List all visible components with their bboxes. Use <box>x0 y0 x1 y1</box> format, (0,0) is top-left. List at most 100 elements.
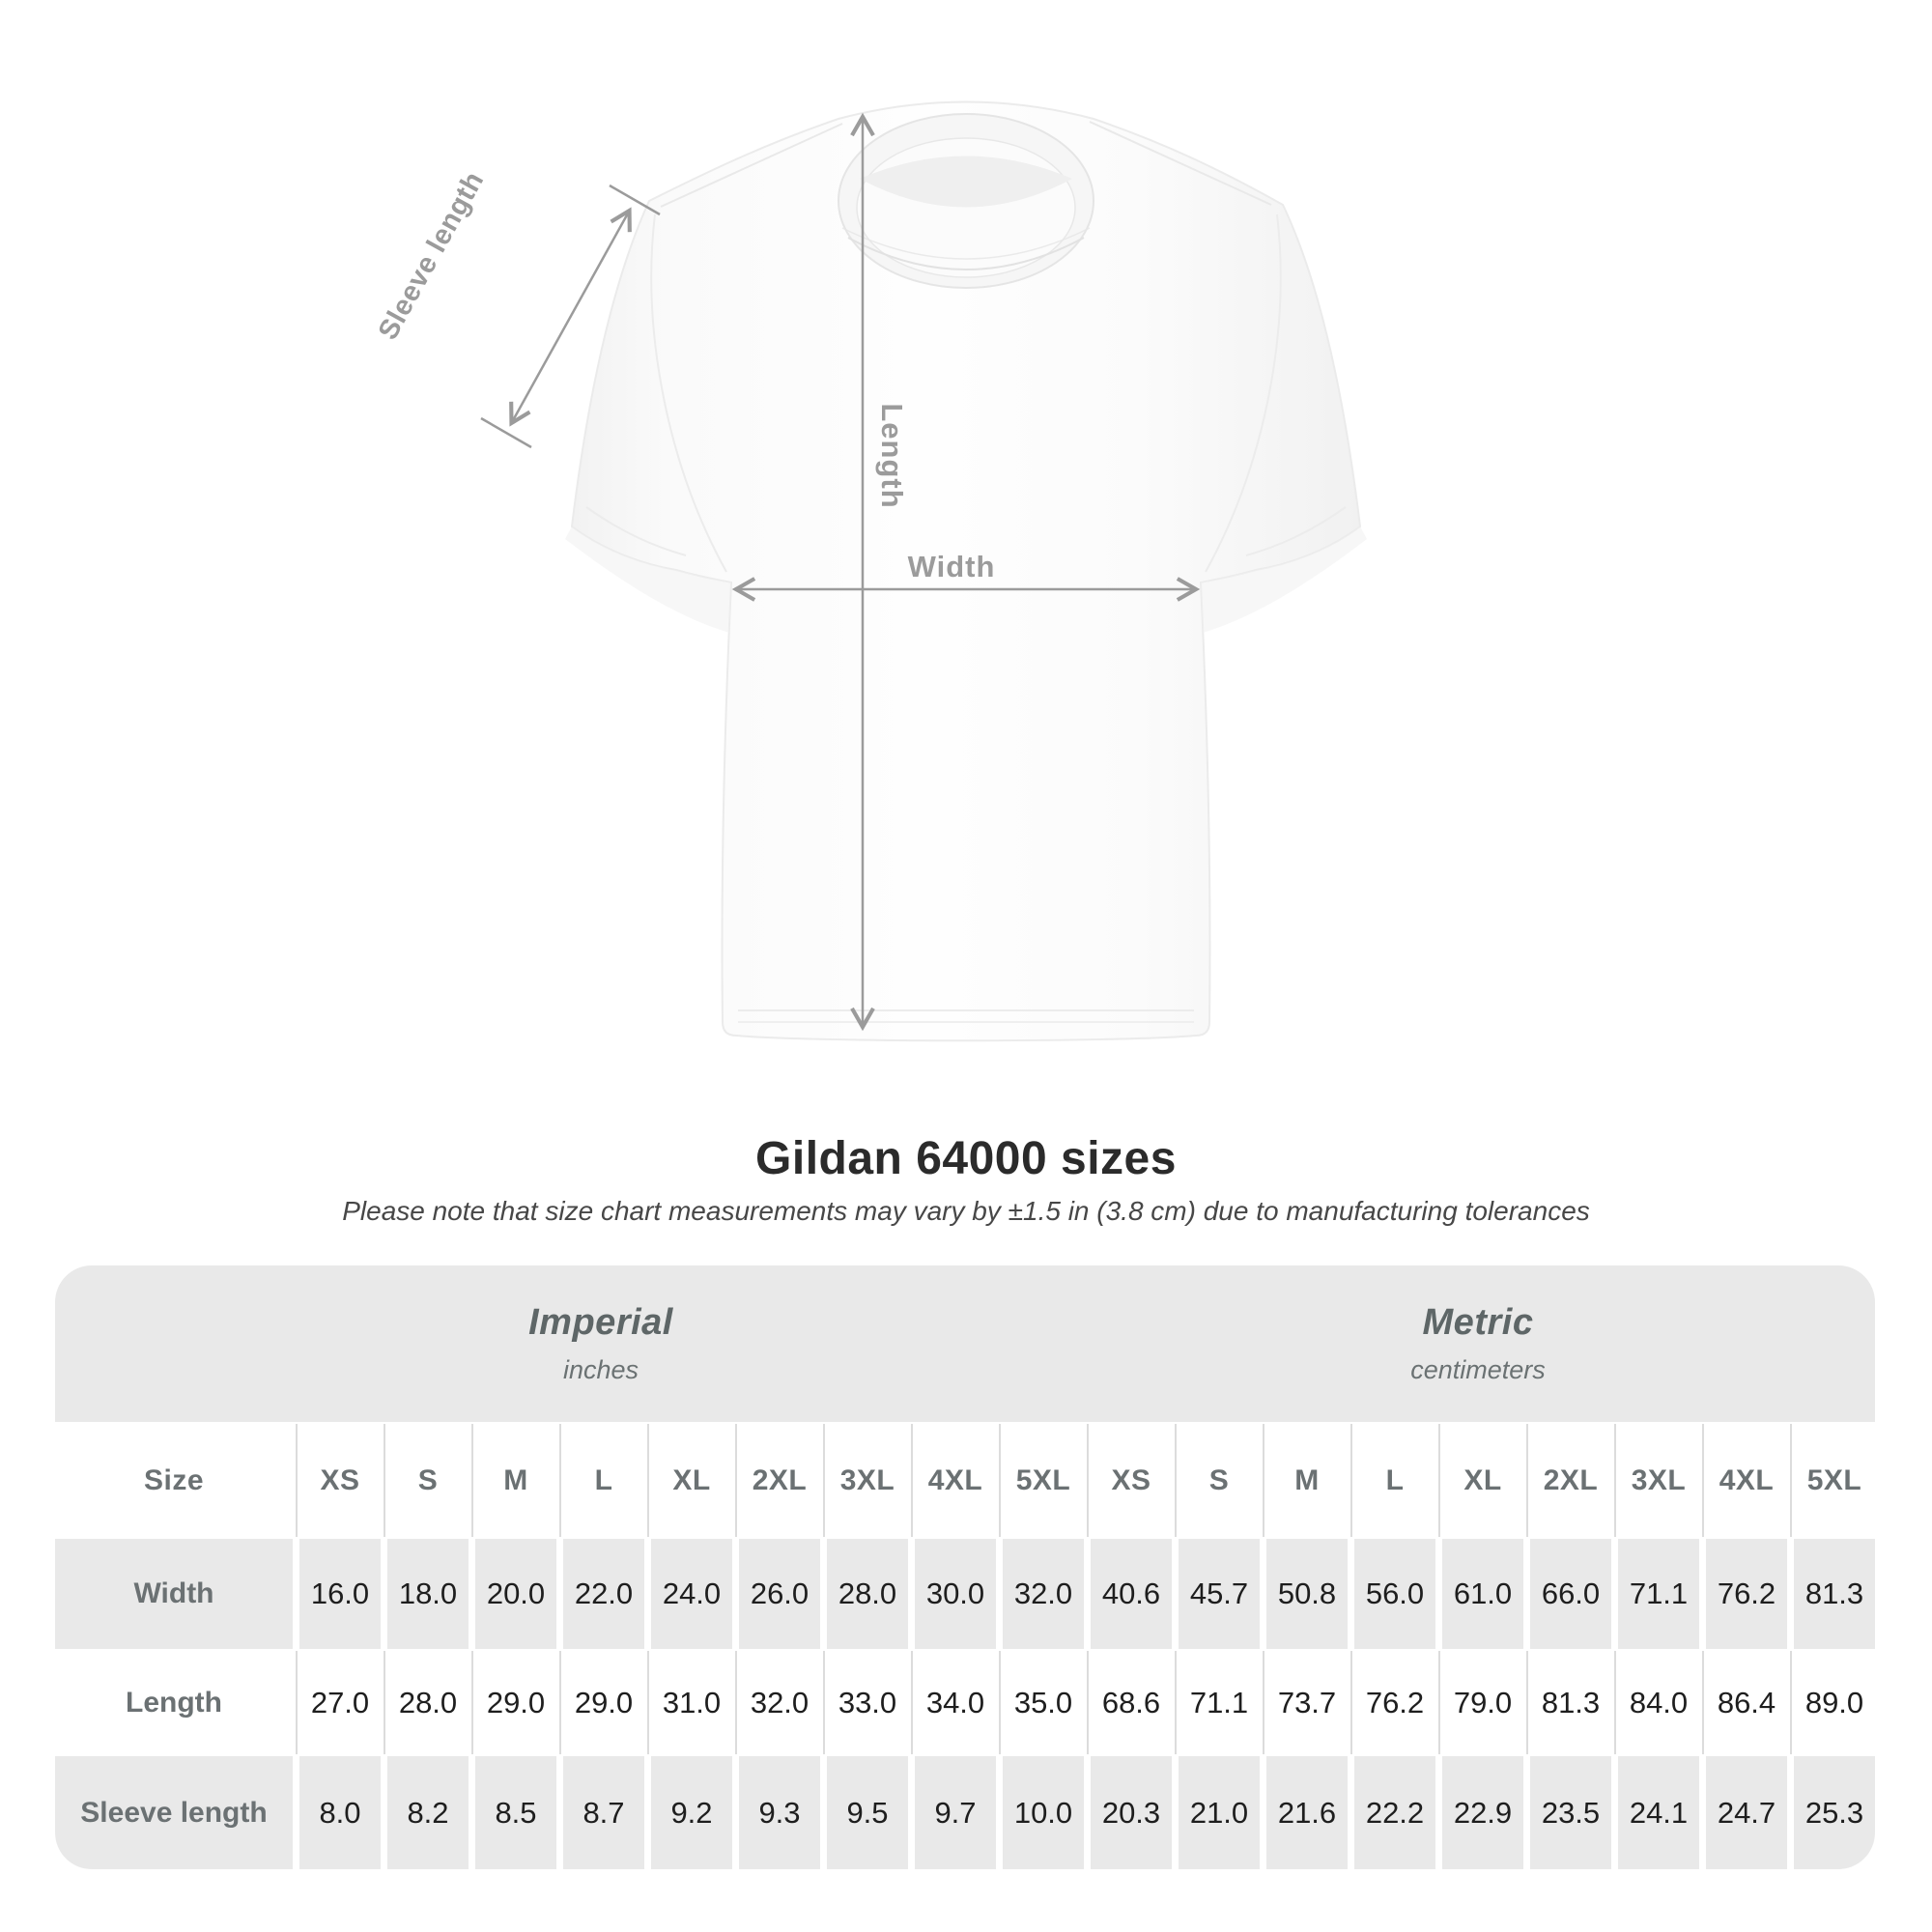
imperial-group-title: Imperial <box>528 1302 673 1343</box>
length-metric-xl: 79.0 <box>1437 1649 1523 1756</box>
sleeve-metric-s: 21.0 <box>1179 1756 1260 1869</box>
sleeve-metric-xl: 22.9 <box>1442 1756 1523 1869</box>
width-metric-4xl: 76.2 <box>1706 1539 1787 1649</box>
length-imperial-3xl: 33.0 <box>822 1649 908 1756</box>
width-metric-xl: 61.0 <box>1442 1539 1523 1649</box>
table-row-sleeve-length: Sleeve length 8.0 8.2 8.5 8.7 9.2 9.3 9.… <box>55 1756 1875 1869</box>
size-column-header: Size <box>143 1463 205 1496</box>
sleeve-imperial-5xl: 10.0 <box>1003 1756 1084 1869</box>
sleeve-imperial-s: 8.2 <box>387 1756 469 1869</box>
width-dimension-label: Width <box>907 550 996 583</box>
width-metric-3xl: 71.1 <box>1618 1539 1699 1649</box>
size-header-row: Size XS S M L XL 2XL 3XL 4XL 5XL XS S M … <box>55 1422 1875 1539</box>
size-header-metric-xs: XS <box>1086 1422 1172 1539</box>
width-metric-l: 56.0 <box>1354 1539 1435 1649</box>
length-imperial-m: 29.0 <box>470 1649 556 1756</box>
size-header-metric-4xl: 4XL <box>1701 1422 1787 1539</box>
size-header-metric-m: M <box>1262 1422 1348 1539</box>
right-armhole-seam <box>1205 213 1282 573</box>
sleeve-metric-2xl: 23.5 <box>1530 1756 1611 1869</box>
left-shoulder-seam <box>660 123 843 208</box>
length-imperial-xs: 27.0 <box>295 1649 381 1756</box>
size-header-imperial-xl: XL <box>646 1422 732 1539</box>
collar-backneck-shadow <box>860 156 1072 208</box>
width-metric-5xl: 81.3 <box>1794 1539 1875 1649</box>
sleeve-imperial-xs: 8.0 <box>299 1756 381 1869</box>
width-imperial-m: 20.0 <box>475 1539 556 1649</box>
length-metric-l: 76.2 <box>1350 1649 1435 1756</box>
tshirt-illustration <box>480 100 1367 1042</box>
length-metric-2xl: 81.3 <box>1525 1649 1611 1756</box>
tolerance-note: Please note that size chart measurements… <box>342 1196 1590 1226</box>
imperial-group-unit: inches <box>562 1355 639 1384</box>
right-underarm-shading <box>1201 526 1367 633</box>
width-imperial-2xl: 26.0 <box>739 1539 820 1649</box>
width-imperial-l: 22.0 <box>563 1539 644 1649</box>
imperial-group-header: Imperial inches <box>55 1265 1091 1422</box>
metric-group-unit: centimeters <box>1410 1355 1546 1384</box>
sleeve-metric-l: 22.2 <box>1354 1756 1435 1869</box>
length-metric-m: 73.7 <box>1262 1649 1348 1756</box>
width-imperial-4xl: 30.0 <box>915 1539 996 1649</box>
length-imperial-5xl: 35.0 <box>998 1649 1084 1756</box>
length-imperial-4xl: 34.0 <box>910 1649 996 1756</box>
width-imperial-5xl: 32.0 <box>1003 1539 1084 1649</box>
sleeve-dimension-line <box>509 207 632 427</box>
width-metric-2xl: 66.0 <box>1530 1539 1611 1649</box>
size-header-imperial-l: L <box>558 1422 644 1539</box>
size-header-imperial-s: S <box>383 1422 469 1539</box>
size-header-metric-3xl: 3XL <box>1613 1422 1699 1539</box>
sleeve-metric-5xl: 25.3 <box>1794 1756 1875 1869</box>
size-header-metric-5xl: 5XL <box>1789 1422 1875 1539</box>
left-underarm-shading <box>565 526 731 633</box>
length-imperial-l: 29.0 <box>558 1649 644 1756</box>
sleeve-imperial-4xl: 9.7 <box>915 1756 996 1869</box>
left-armhole-seam <box>650 213 727 573</box>
width-imperial-xl: 24.0 <box>651 1539 732 1649</box>
sleeve-metric-xs: 20.3 <box>1091 1756 1172 1869</box>
sleeve-metric-3xl: 24.1 <box>1618 1756 1699 1869</box>
length-dimension-label: Length <box>875 403 909 509</box>
width-imperial-3xl: 28.0 <box>827 1539 908 1649</box>
metric-group-header: Metric centimeters <box>1091 1265 1875 1422</box>
sleeve-imperial-3xl: 9.5 <box>827 1756 908 1869</box>
width-metric-xs: 40.6 <box>1091 1539 1172 1649</box>
length-metric-xs: 68.6 <box>1086 1649 1172 1756</box>
row-label-sleeve-length: Sleeve length <box>55 1756 293 1869</box>
length-metric-5xl: 89.0 <box>1789 1649 1875 1756</box>
row-label-width: Width <box>55 1539 293 1649</box>
sleeve-imperial-xl: 9.2 <box>651 1756 732 1869</box>
tshirt-measurement-diagram: Sleeve length Length Width <box>372 100 1367 1042</box>
size-header-imperial-2xl: 2XL <box>734 1422 820 1539</box>
collar-stitch-1 <box>847 237 1085 270</box>
width-imperial-s: 18.0 <box>387 1539 469 1649</box>
sleeve-dimension-tick-top <box>609 184 661 216</box>
size-chart-table: Imperial inches Metric centimeters Size … <box>55 1265 1875 1869</box>
size-header-metric-2xl: 2XL <box>1525 1422 1611 1539</box>
size-header-metric-l: L <box>1350 1422 1435 1539</box>
sleeve-metric-m: 21.6 <box>1266 1756 1348 1869</box>
size-header-imperial-m: M <box>470 1422 556 1539</box>
length-imperial-xl: 31.0 <box>646 1649 732 1756</box>
width-metric-m: 50.8 <box>1266 1539 1348 1649</box>
size-header-imperial-5xl: 5XL <box>998 1422 1084 1539</box>
table-row-width: Width 16.0 18.0 20.0 22.0 24.0 26.0 28.0… <box>55 1539 1875 1649</box>
size-header-imperial-3xl: 3XL <box>822 1422 908 1539</box>
sleeve-metric-4xl: 24.7 <box>1706 1756 1787 1869</box>
sleeve-imperial-m: 8.5 <box>475 1756 556 1869</box>
row-label-length: Length <box>126 1686 222 1719</box>
length-metric-4xl: 86.4 <box>1701 1649 1787 1756</box>
right-shoulder-seam <box>1089 121 1272 206</box>
unit-group-header-band: Imperial inches Metric centimeters <box>55 1265 1875 1422</box>
sleeve-imperial-l: 8.7 <box>563 1756 644 1869</box>
width-imperial-xs: 16.0 <box>299 1539 381 1649</box>
width-metric-s: 45.7 <box>1179 1539 1260 1649</box>
length-metric-3xl: 84.0 <box>1613 1649 1699 1756</box>
sleeve-imperial-2xl: 9.3 <box>739 1756 820 1869</box>
sleeve-dimension-tick-bottom <box>480 416 532 449</box>
metric-group-title: Metric <box>1422 1302 1534 1343</box>
left-cuff-seam <box>585 506 687 556</box>
size-header-imperial-4xl: 4XL <box>910 1422 996 1539</box>
table-row-length: Length 27.0 28.0 29.0 29.0 31.0 32.0 33.… <box>55 1649 1875 1756</box>
size-header-imperial-xs: XS <box>295 1422 381 1539</box>
